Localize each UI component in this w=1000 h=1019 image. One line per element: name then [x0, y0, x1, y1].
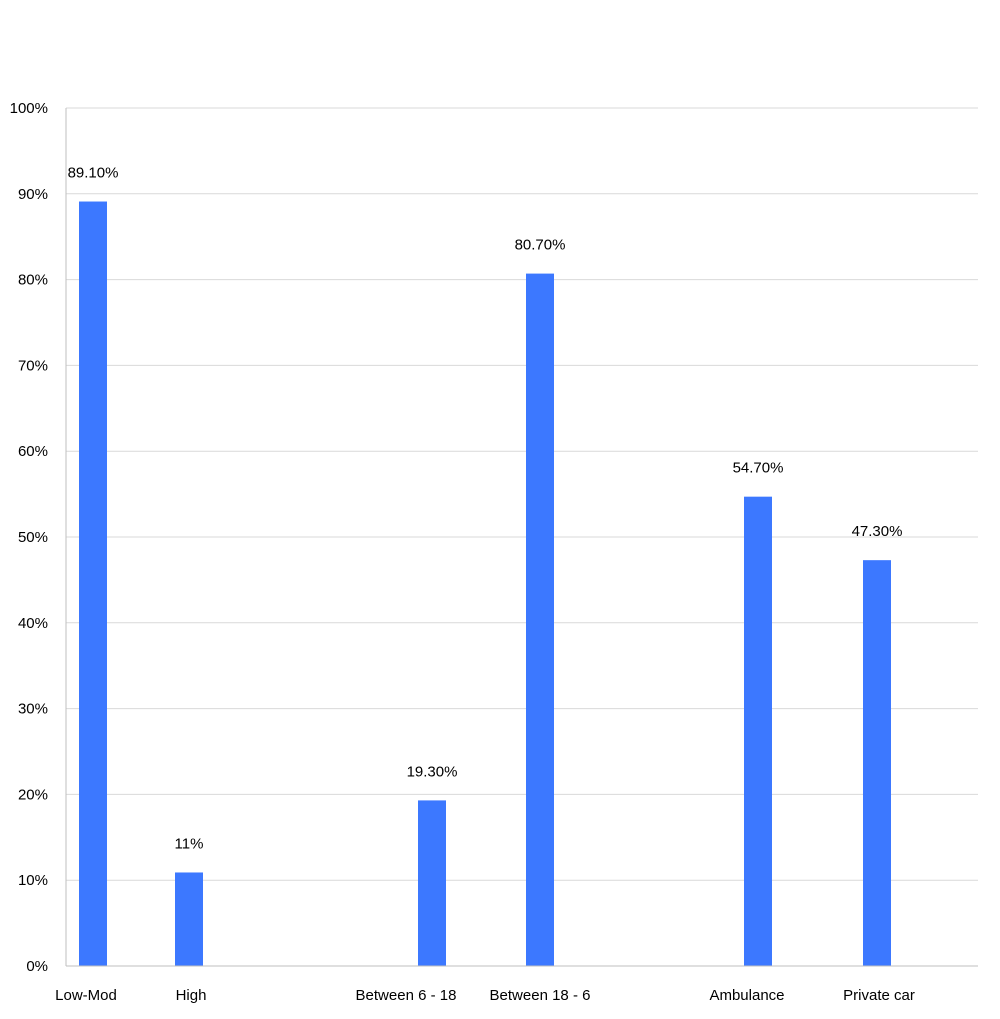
- axes: [65, 108, 978, 967]
- y-tick-label: 80%: [18, 272, 48, 289]
- bar: [526, 273, 554, 966]
- x-category-label: Ambulance: [709, 987, 784, 1004]
- x-category-label: High: [176, 987, 207, 1004]
- y-axis-ticks: 0% 10% 20% 30% 40% 50% 60% 70% 80% 90% 100%: [10, 100, 48, 975]
- data-label: 47.30%: [852, 523, 903, 540]
- y-tick-label: 30%: [18, 701, 48, 718]
- bar: [863, 560, 891, 966]
- y-tick-label: 100%: [10, 100, 48, 117]
- bars: [79, 201, 891, 967]
- data-label: 80.70%: [515, 237, 566, 254]
- x-category-label: Between 6 - 18: [356, 987, 457, 1004]
- x-category-label: Private car: [843, 987, 915, 1004]
- bar: [175, 872, 203, 966]
- bar: [418, 800, 446, 966]
- x-category-label: Between 18 - 6: [490, 987, 591, 1004]
- y-tick-label: 70%: [18, 357, 48, 374]
- y-tick-label: 10%: [18, 872, 48, 889]
- y-tick-label: 50%: [18, 529, 48, 546]
- data-label: 89.10%: [68, 165, 119, 182]
- gridlines: [66, 107, 978, 881]
- data-label: 54.70%: [733, 460, 784, 477]
- data-labels: 89.10% 11% 19.30% 80.70% 54.70% 47.30%: [68, 165, 903, 853]
- y-tick-label: 40%: [18, 615, 48, 632]
- y-tick-label: 90%: [18, 186, 48, 203]
- x-axis-labels: Low-Mod High Between 6 - 18 Between 18 - 6 A…: [55, 987, 915, 1004]
- bar: [744, 496, 772, 966]
- data-label: 19.30%: [407, 763, 458, 780]
- y-tick-label: 20%: [18, 786, 48, 803]
- y-tick-label: 0%: [26, 958, 48, 975]
- bar: [79, 201, 107, 967]
- y-tick-label: 60%: [18, 443, 48, 460]
- x-category-label: Low-Mod: [55, 987, 117, 1004]
- data-label: 11%: [175, 835, 204, 852]
